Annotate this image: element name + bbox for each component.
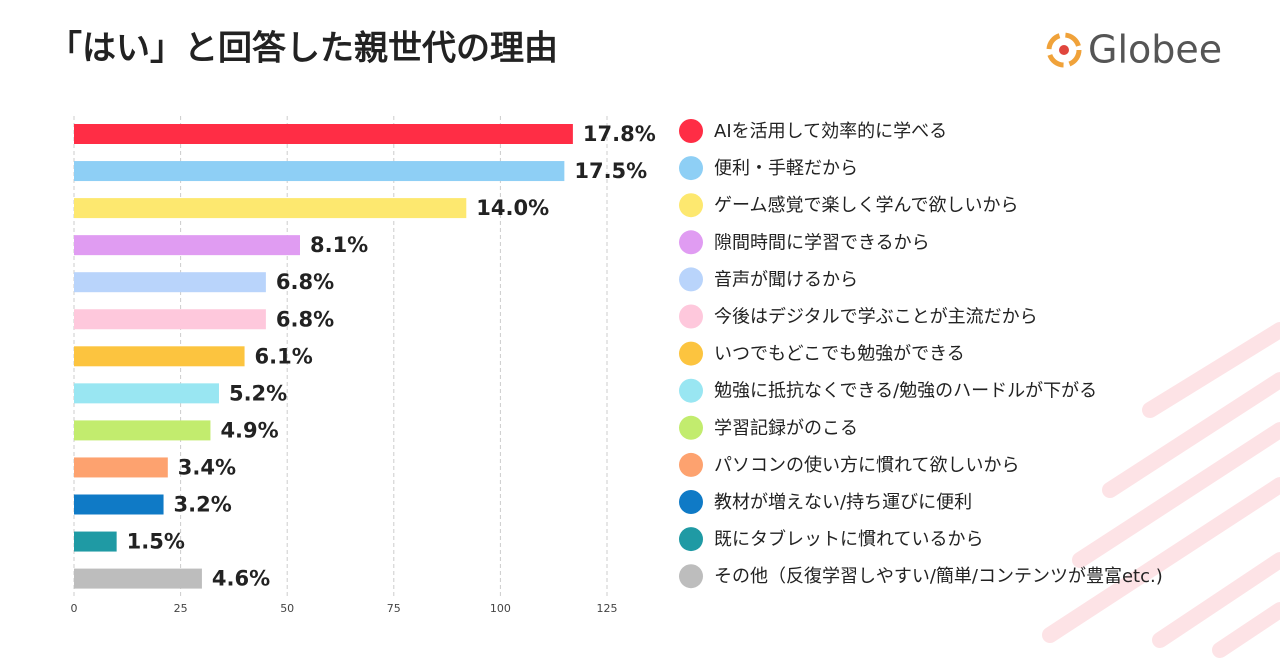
legend-label: 既にタブレットに慣れているから (714, 528, 983, 550)
legend-label: パソコンの使い方に慣れて欲しいから (714, 455, 1019, 476)
value-label: 6.8% (276, 307, 334, 331)
legend-label: 今後はデジタルで学ぶことが主流だから (714, 307, 1038, 328)
bar (74, 346, 245, 367)
legend-swatch (679, 267, 703, 292)
legend-swatch (679, 415, 703, 440)
value-label: 17.8% (583, 122, 656, 146)
legend-label: 学習記録がのこる (714, 418, 858, 439)
chart-title: 「はい」と回答した親世代の理由 (48, 29, 558, 69)
bar (74, 124, 573, 144)
x-tick-label: 125 (597, 602, 618, 615)
legend-swatch (679, 490, 703, 514)
legend-swatch (679, 527, 703, 552)
logo-text: Globee (1088, 28, 1222, 72)
legend-label: いつでもどこでも勉強ができる (714, 344, 965, 365)
value-label: 3.2% (174, 493, 232, 517)
value-label: 1.5% (127, 530, 185, 554)
legend-swatch (679, 378, 703, 403)
legend-label: ゲーム感覚で楽しく学んで欲しいから (714, 195, 1019, 216)
legend-label: 音声が聞けるから (714, 269, 858, 290)
bar (74, 272, 266, 293)
x-tick-label: 50 (280, 602, 294, 615)
decor-stripes (1042, 322, 1280, 658)
logo: Globee (1046, 28, 1222, 72)
value-label: 14.0% (476, 196, 549, 220)
legend-label: 教材が増えない/持ち運びに便利 (714, 492, 972, 513)
value-label: 6.1% (255, 344, 313, 368)
value-label: 3.4% (178, 455, 236, 479)
value-label: 6.8% (276, 270, 334, 294)
x-tick-label: 0 (71, 602, 78, 615)
x-tick-label: 25 (174, 602, 188, 615)
bar (74, 531, 117, 552)
bar (74, 420, 211, 441)
value-label: 4.9% (220, 418, 278, 442)
legend-swatch (679, 304, 703, 329)
bar (74, 198, 467, 219)
bar (74, 568, 202, 589)
value-label: 17.5% (574, 159, 647, 183)
legend-swatch (679, 119, 703, 143)
value-label: 4.6% (212, 567, 270, 591)
legend-swatch (679, 156, 703, 181)
legend-label: 隙間時間に学習できるから (714, 232, 930, 253)
x-tick-label: 100 (490, 602, 511, 615)
legend-label: 勉強に抵抗なくできる/勉強のハードルが下がる (714, 381, 1097, 402)
legend-swatch (679, 452, 703, 477)
bar (74, 457, 168, 478)
bar (74, 309, 266, 330)
legend-swatch (679, 193, 703, 218)
legend-label: 便利・手軽だから (714, 158, 858, 179)
bar (74, 235, 300, 256)
value-label: 5.2% (229, 381, 287, 405)
bar (74, 494, 164, 515)
bar (74, 161, 565, 182)
x-tick-label: 75 (387, 602, 401, 615)
value-label: 8.1% (310, 233, 368, 257)
legend-label: その他（反復学習しやすい/簡単/コンテンツが豊富etc.) (714, 566, 1163, 587)
legend-label: AIを活用して効率的に学べる (714, 121, 947, 142)
bar (74, 383, 219, 404)
legend-swatch (679, 564, 703, 589)
legend-swatch (679, 230, 703, 255)
legend-swatch (679, 341, 703, 366)
